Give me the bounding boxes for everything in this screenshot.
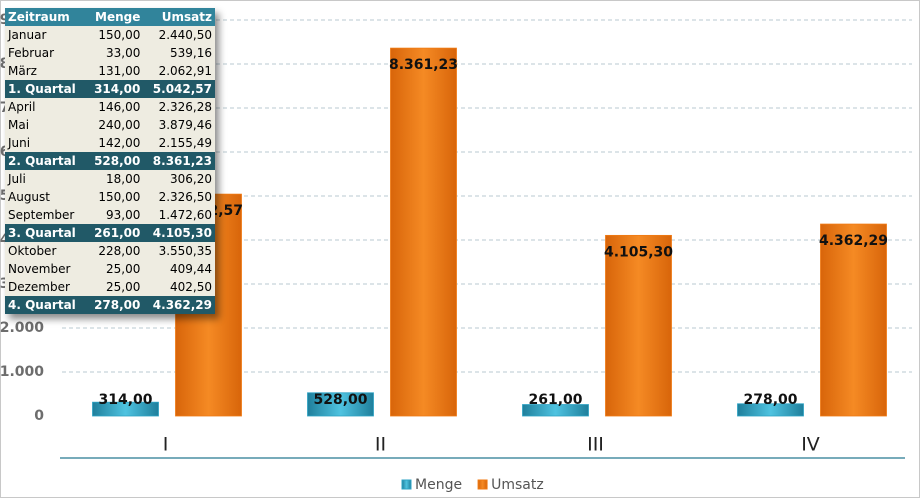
- table-row: Januar 150,00 2.440,50: [5, 26, 215, 44]
- table-cell: Oktober: [5, 242, 86, 260]
- x-tick-label: II: [375, 434, 386, 456]
- x-tick-label: I: [163, 434, 169, 456]
- table-cell: Januar: [5, 26, 86, 44]
- table-cell: 18,00: [85, 170, 144, 188]
- table-cell: 314,00: [85, 80, 144, 98]
- table-cell: 142,00: [85, 134, 144, 152]
- table-row: Februar 33,00 539,16: [5, 44, 215, 62]
- table-cell: Umsatz: [143, 8, 215, 26]
- table-cell: 402,50: [143, 278, 215, 296]
- table-cell: August: [5, 188, 86, 206]
- table-cell: Februar: [5, 44, 86, 62]
- table-cell: 240,00: [85, 116, 144, 134]
- bar: [92, 401, 159, 417]
- x-tick-label: IV: [801, 434, 820, 456]
- data-label: 4.362,29: [819, 233, 888, 249]
- table-row: März 131,00 2.062,91: [5, 62, 215, 80]
- table-cell: 2.155,49: [143, 134, 215, 152]
- table-cell: November: [5, 260, 86, 278]
- table-row: 1. Quartal 314,00 5.042,57: [5, 80, 215, 98]
- table-row: 3. Quartal 261,00 4.105,30: [5, 224, 215, 242]
- table-cell: 93,00: [85, 206, 144, 224]
- table-cell: 409,44: [143, 260, 215, 278]
- table-cell: 306,20: [143, 170, 215, 188]
- table-cell: Menge: [85, 8, 144, 26]
- table-cell: 3.879,46: [143, 116, 215, 134]
- table-row: Zeitraum Menge Umsatz: [5, 8, 215, 26]
- table-row: Oktober 228,00 3.550,35: [5, 242, 215, 260]
- table-row: 2. Quartal 528,00 8.361,23: [5, 152, 215, 170]
- bar: [820, 223, 887, 417]
- y-tick-label: 0: [34, 408, 44, 424]
- legend-marker: [477, 479, 488, 490]
- table-cell: 1. Quartal: [5, 80, 86, 98]
- table-cell: 33,00: [85, 44, 144, 62]
- bar: [605, 234, 672, 417]
- y-tick-label: 1.000: [0, 364, 44, 380]
- bar: [307, 392, 374, 417]
- legend-marker: [401, 479, 412, 490]
- table-row: 4. Quartal 278,00 4.362,29: [5, 296, 215, 314]
- table-cell: 261,00: [85, 224, 144, 242]
- table-cell: 5.042,57: [143, 80, 215, 98]
- table-row: November 25,00 409,44: [5, 260, 215, 278]
- data-label: 8.361,23: [389, 57, 458, 73]
- table-cell: 25,00: [85, 278, 144, 296]
- table-cell: Dezember: [5, 278, 86, 296]
- bar: [522, 404, 589, 417]
- table-cell: 3.550,35: [143, 242, 215, 260]
- table-cell: 146,00: [85, 98, 144, 116]
- table-cell: März: [5, 62, 86, 80]
- table-cell: 150,00: [85, 188, 144, 206]
- table-cell: 2.326,50: [143, 188, 215, 206]
- data-label: 261,00: [528, 392, 582, 408]
- table-cell: 25,00: [85, 260, 144, 278]
- table-row: Dezember 25,00 402,50: [5, 278, 215, 296]
- legend-label: Umsatz: [491, 477, 544, 493]
- table-cell: 131,00: [85, 62, 144, 80]
- table-cell: 4.105,30: [143, 224, 215, 242]
- table-cell: 2.326,28: [143, 98, 215, 116]
- data-label: 314,00: [98, 392, 152, 408]
- table-cell: Mai: [5, 116, 86, 134]
- table-cell: 1.472,60: [143, 206, 215, 224]
- table-row: September 93,00 1.472,60: [5, 206, 215, 224]
- table-cell: 8.361,23: [143, 152, 215, 170]
- table-cell: 528,00: [85, 152, 144, 170]
- table-cell: 4. Quartal: [5, 296, 86, 314]
- table-cell: 2.440,50: [143, 26, 215, 44]
- data-label: 4.105,30: [604, 244, 673, 260]
- y-tick-label: 2.000: [0, 320, 44, 336]
- table-row: Juli 18,00 306,20: [5, 170, 215, 188]
- table-cell: Juni: [5, 134, 86, 152]
- table-cell: 228,00: [85, 242, 144, 260]
- table-cell: Juli: [5, 170, 86, 188]
- table-cell: 278,00: [85, 296, 144, 314]
- table-row: August 150,00 2.326,50: [5, 188, 215, 206]
- table-cell: 2. Quartal: [5, 152, 86, 170]
- bar: [390, 47, 457, 417]
- table-cell: 4.362,29: [143, 296, 215, 314]
- x-tick-label: III: [587, 434, 604, 456]
- bar: [737, 403, 804, 417]
- table-row: Mai 240,00 3.879,46: [5, 116, 215, 134]
- table-row: Juni 142,00 2.155,49: [5, 134, 215, 152]
- legend-label: Menge: [415, 477, 462, 493]
- data-table: Zeitraum Menge Umsatz Januar 150,00 2.440,50 F…: [5, 8, 215, 314]
- table-row: April 146,00 2.326,28: [5, 98, 215, 116]
- table-cell: September: [5, 206, 86, 224]
- data-label: 528,00: [313, 392, 367, 408]
- table-cell: Zeitraum: [5, 8, 86, 26]
- data-label: 278,00: [743, 392, 797, 408]
- table-cell: 539,16: [143, 44, 215, 62]
- table-cell: April: [5, 98, 86, 116]
- table-cell: 2.062,91: [143, 62, 215, 80]
- table-cell: 150,00: [85, 26, 144, 44]
- table-cell: 3. Quartal: [5, 224, 86, 242]
